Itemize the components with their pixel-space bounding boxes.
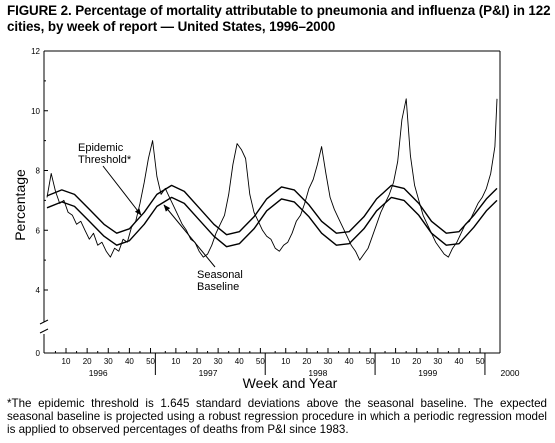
x-tick-label: 40 [455,357,464,366]
y-tick-label-zero: 0 [36,349,41,358]
year-label: 1997 [199,368,218,378]
year-label: 1996 [89,368,108,378]
y-tick-label: 12 [31,47,40,56]
x-tick-label: 30 [324,357,333,366]
axis-break-mark-top [39,319,49,325]
y-axis-title: Percentage [12,169,28,241]
x-tick-label: 10 [62,357,71,366]
x-tick-label: 20 [193,357,202,366]
x-tick-label: 50 [146,357,155,366]
figure-title: FIGURE 2. Percentage of mortality attrib… [7,3,551,34]
epidemic-threshold-label-line2: Threshold* [78,154,132,166]
y-tick-label: 4 [36,286,41,295]
x-tick-label: 10 [391,357,400,366]
x-tick-label: 20 [412,357,421,366]
x-tick-label: 30 [214,357,223,366]
year-label: 1999 [418,368,437,378]
series-seasonal-baseline [46,196,498,248]
x-tick-label: 20 [83,357,92,366]
x-tick-label: 30 [104,357,113,366]
chart-axes: 4 6 8 10 12 0 10 20 30 40 50 1996 10 20 30 40 50 1997 10 20… [31,47,520,378]
axis-break-mark-bottom [39,328,49,334]
seasonal-baseline-label-line2: Baseline [197,281,239,293]
x-tick-label: 10 [281,357,290,366]
series-observed [46,98,498,261]
x-tick-label: 50 [366,357,375,366]
x-tick-label: 20 [302,357,311,366]
seasonal-baseline-arrow [163,204,216,268]
series-epidemic-threshold [46,184,498,236]
footnote: *The epidemic threshold is 1.645 standar… [7,397,547,436]
y-tick-label: 10 [31,107,40,116]
epidemic-threshold-label-line1: Epidemic [78,142,124,154]
chart: 4 6 8 10 12 0 10 20 30 40 50 1996 10 20 30 40 50 1997 10 20… [12,47,520,391]
chart-annotations: Epidemic Threshold* Seasonal Baseline [78,142,243,293]
x-tick-label: 50 [476,357,485,366]
x-tick-label: 30 [433,357,442,366]
y-tick-label: 8 [36,167,41,176]
chart-series [46,98,498,261]
x-axis-title: Week and Year [243,375,338,391]
seasonal-baseline-label-line1: Seasonal [197,269,243,281]
x-tick-label: 50 [256,357,265,366]
x-tick-label: 40 [125,357,134,366]
epidemic-threshold-arrow [102,165,142,216]
x-tick-label: 10 [171,357,180,366]
year-label: 2000 [501,368,520,378]
x-tick-label: 40 [345,357,354,366]
y-tick-label: 6 [36,226,41,235]
x-tick-label: 40 [235,357,244,366]
year-label: 1998 [308,368,327,378]
